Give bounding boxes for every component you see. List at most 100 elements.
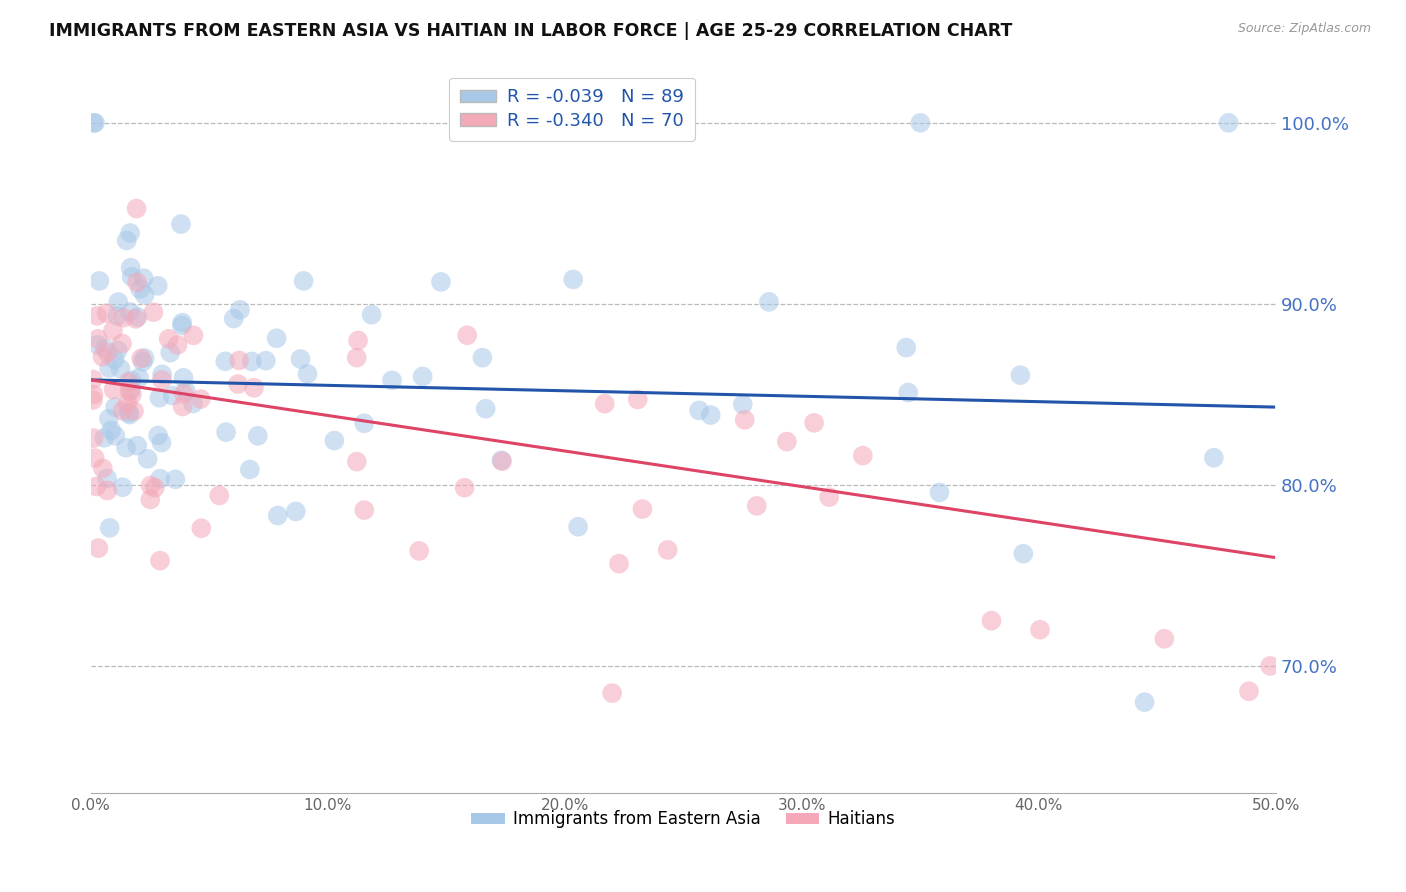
- Point: [118, 408, 141, 422]
- Point: [600, 686, 623, 700]
- Point: [117, 375, 139, 389]
- Point: [83, 431, 105, 445]
- Point: [1218, 116, 1240, 130]
- Point: [150, 435, 173, 450]
- Point: [734, 413, 756, 427]
- Point: [166, 338, 188, 352]
- Point: [745, 499, 768, 513]
- Point: [165, 472, 187, 486]
- Point: [347, 334, 370, 348]
- Point: [121, 387, 143, 401]
- Point: [143, 481, 166, 495]
- Point: [170, 318, 193, 333]
- Point: [148, 391, 170, 405]
- Point: [456, 328, 478, 343]
- Point: [96, 471, 118, 485]
- Point: [267, 508, 290, 523]
- Point: [122, 404, 145, 418]
- Point: [408, 544, 430, 558]
- Point: [181, 396, 204, 410]
- Point: [412, 369, 434, 384]
- Point: [86, 338, 108, 352]
- Point: [228, 353, 250, 368]
- Point: [353, 416, 375, 430]
- Point: [159, 345, 181, 359]
- Point: [132, 355, 155, 369]
- Point: [139, 478, 162, 492]
- Point: [97, 411, 120, 425]
- Point: [125, 202, 148, 216]
- Point: [120, 383, 142, 397]
- Point: [239, 462, 262, 476]
- Point: [214, 354, 236, 368]
- Point: [142, 305, 165, 319]
- Point: [121, 269, 143, 284]
- Point: [82, 392, 104, 407]
- Point: [731, 397, 754, 411]
- Point: [111, 403, 134, 417]
- Point: [290, 351, 312, 366]
- Point: [190, 521, 212, 535]
- Point: [105, 309, 128, 323]
- Point: [82, 372, 104, 386]
- Point: [852, 449, 875, 463]
- Point: [173, 371, 195, 385]
- Point: [284, 504, 307, 518]
- Point: [87, 332, 110, 346]
- Point: [1010, 368, 1032, 383]
- Point: [346, 351, 368, 365]
- Point: [1258, 659, 1281, 673]
- Point: [100, 423, 122, 437]
- Point: [172, 400, 194, 414]
- Point: [134, 288, 156, 302]
- Point: [136, 451, 159, 466]
- Point: [222, 311, 245, 326]
- Point: [128, 371, 150, 385]
- Point: [162, 388, 184, 402]
- Point: [170, 217, 193, 231]
- Point: [323, 434, 346, 448]
- Point: [190, 392, 212, 406]
- Text: Source: ZipAtlas.com: Source: ZipAtlas.com: [1237, 22, 1371, 36]
- Point: [101, 324, 124, 338]
- Point: [292, 274, 315, 288]
- Point: [172, 316, 194, 330]
- Point: [226, 377, 249, 392]
- Point: [491, 454, 513, 468]
- Point: [103, 352, 125, 367]
- Point: [346, 455, 368, 469]
- Point: [139, 492, 162, 507]
- Point: [150, 368, 173, 382]
- Point: [98, 360, 121, 375]
- Point: [118, 384, 141, 399]
- Point: [104, 428, 127, 442]
- Point: [149, 472, 172, 486]
- Point: [657, 542, 679, 557]
- Point: [215, 425, 238, 439]
- Point: [134, 351, 156, 365]
- Legend: Immigrants from Eastern Asia, Haitians: Immigrants from Eastern Asia, Haitians: [465, 804, 901, 835]
- Point: [246, 429, 269, 443]
- Point: [183, 328, 205, 343]
- Point: [631, 502, 654, 516]
- Text: IMMIGRANTS FROM EASTERN ASIA VS HAITIAN IN LABOR FORCE | AGE 25-29 CORRELATION C: IMMIGRANTS FROM EASTERN ASIA VS HAITIAN …: [49, 22, 1012, 40]
- Point: [471, 351, 494, 365]
- Point: [87, 541, 110, 555]
- Point: [86, 309, 108, 323]
- Point: [107, 295, 129, 310]
- Point: [149, 554, 172, 568]
- Point: [146, 278, 169, 293]
- Point: [699, 408, 721, 422]
- Point: [120, 226, 142, 240]
- Point: [173, 387, 195, 401]
- Point: [115, 441, 138, 455]
- Point: [112, 310, 135, 325]
- Point: [125, 275, 148, 289]
- Point: [1029, 623, 1052, 637]
- Point: [430, 275, 453, 289]
- Point: [567, 520, 589, 534]
- Point: [776, 434, 799, 449]
- Point: [562, 272, 585, 286]
- Point: [83, 451, 105, 466]
- Point: [254, 353, 277, 368]
